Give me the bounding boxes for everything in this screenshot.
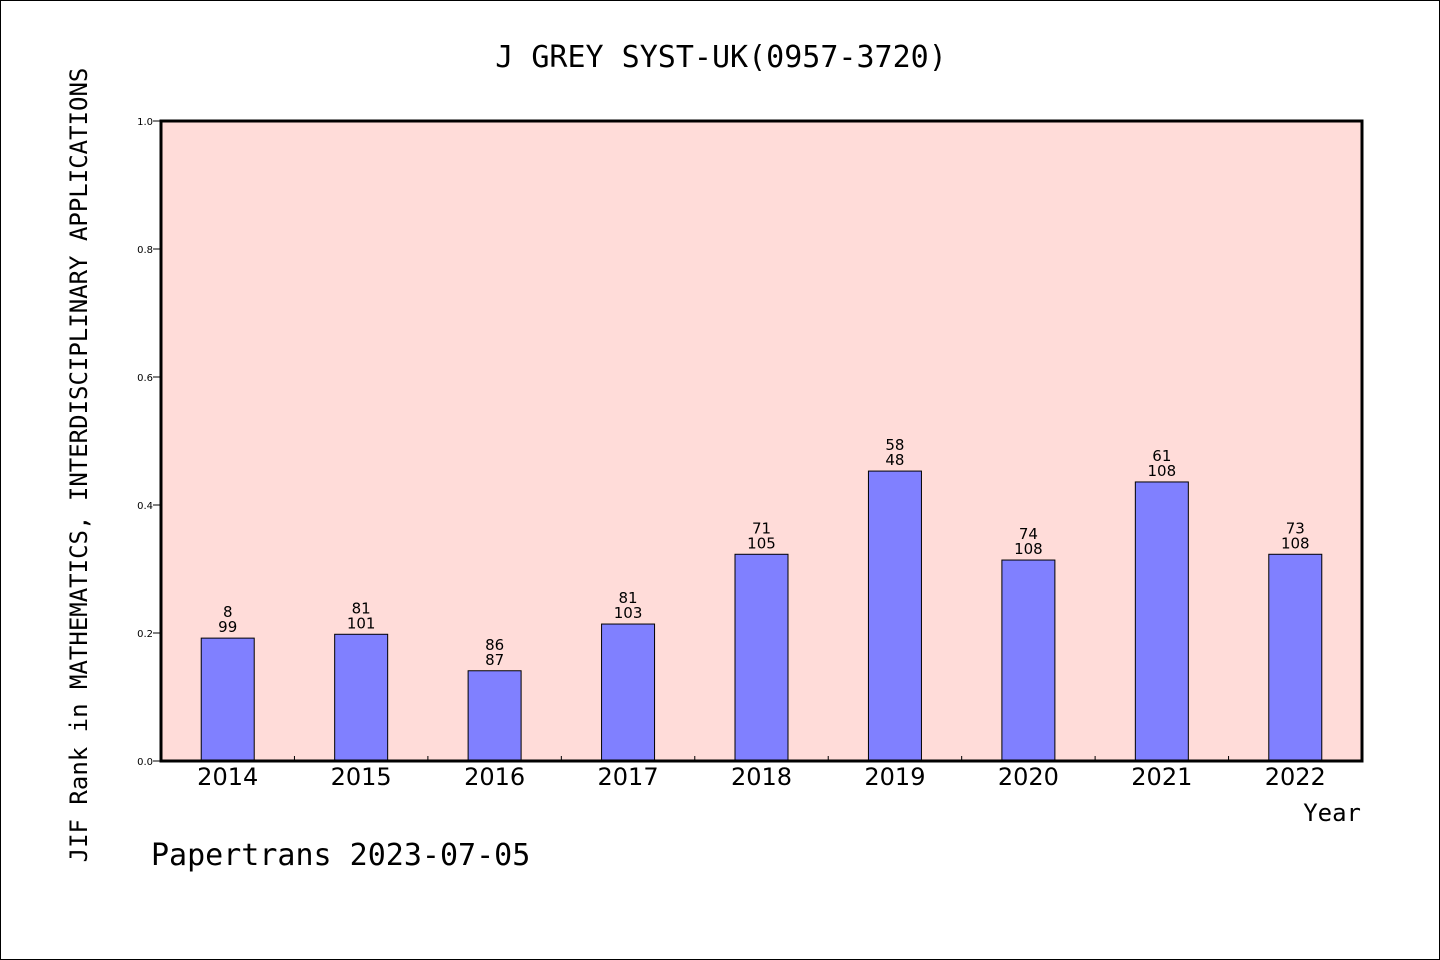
bar-total-label: 87 [485, 651, 504, 669]
x-tick-label: 2019 [864, 763, 925, 791]
x-tick-label: 2021 [1131, 763, 1192, 791]
bar-rank-label: 73 [1286, 519, 1305, 537]
bar-2015 [334, 633, 389, 762]
y-tick-label: 1.0 [137, 117, 153, 128]
x-tick-label: 2016 [464, 763, 525, 791]
bar-total-label: 48 [885, 451, 904, 469]
bar-2022 [1268, 553, 1323, 762]
bar-total-label: 108 [1014, 540, 1043, 558]
x-axis-label: Year [1303, 799, 1361, 827]
bar-2021 [1134, 481, 1189, 762]
bar-total-label: 105 [747, 534, 776, 552]
bar-2017 [601, 623, 656, 762]
bar-rank-label: 8 [223, 603, 233, 621]
bar-total-label: 108 [1148, 462, 1177, 480]
x-tick-label: 2018 [731, 763, 792, 791]
y-tick-label: 0.0 [137, 757, 153, 768]
x-tick-label: 2014 [197, 763, 258, 791]
bar-rank-label: 86 [485, 636, 504, 654]
bar-total-label: 99 [218, 618, 237, 636]
y-tick-label: 0.8 [137, 245, 153, 256]
x-tick-label: 2015 [331, 763, 392, 791]
chart-title: J GREY SYST-UK(0957-3720) [495, 40, 947, 75]
bar-rank-label: 58 [885, 436, 904, 454]
bar-2014 [200, 637, 255, 762]
x-tick-label: 2020 [998, 763, 1059, 791]
bars-layer: 8998110186878110371105584874108611087310… [200, 436, 1323, 762]
bar-total-label: 103 [614, 604, 643, 622]
bar-2020 [1001, 559, 1056, 762]
bar-2016 [467, 670, 522, 762]
bar-rank-label: 71 [752, 519, 771, 537]
bar-total-label: 108 [1281, 534, 1310, 552]
bar-2019 [867, 470, 922, 762]
y-tick-label: 0.4 [137, 501, 153, 512]
x-tick-label: 2017 [598, 763, 659, 791]
x-tick-label: 2022 [1265, 763, 1326, 791]
bar-rank-label: 81 [619, 589, 638, 607]
y-tick-label: 0.6 [137, 373, 153, 384]
y-tick-label: 0.2 [137, 629, 153, 640]
bar-total-label: 101 [347, 614, 376, 632]
bar-rank-label: 74 [1019, 525, 1038, 543]
bar-rank-label: 61 [1152, 447, 1171, 465]
y-axis-label: JIF Rank in MATHEMATICS, INTERDISCIPLINA… [65, 68, 93, 863]
footer-text: Papertrans 2023-07-05 [151, 838, 530, 873]
ticks-layer: 0.0 0.2 0.4 0.6 0.8 1.0 2014 2015 2016 2017 2018 20… [137, 117, 1326, 791]
bar-2018 [734, 553, 789, 762]
bar-rank-label: 81 [352, 599, 371, 617]
plot-frame [159, 119, 1364, 763]
